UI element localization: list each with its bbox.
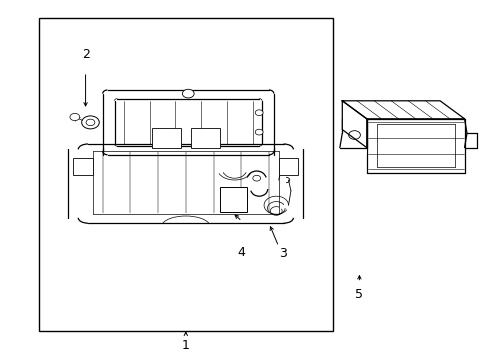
Circle shape xyxy=(348,131,360,139)
Polygon shape xyxy=(342,101,366,148)
Circle shape xyxy=(255,110,263,116)
Circle shape xyxy=(70,113,80,121)
Circle shape xyxy=(252,175,260,181)
Circle shape xyxy=(182,89,194,98)
Polygon shape xyxy=(342,101,464,119)
Bar xyxy=(190,128,220,148)
Circle shape xyxy=(255,129,263,135)
Bar xyxy=(220,187,246,212)
Circle shape xyxy=(86,119,95,126)
Polygon shape xyxy=(342,119,366,158)
Text: 1: 1 xyxy=(182,339,189,352)
Text: 2: 2 xyxy=(81,48,89,61)
Circle shape xyxy=(81,116,99,129)
Bar xyxy=(73,158,93,175)
Text: 4: 4 xyxy=(237,246,244,258)
Polygon shape xyxy=(366,119,464,173)
Bar xyxy=(278,158,298,175)
Text: 3: 3 xyxy=(278,247,286,260)
Bar xyxy=(39,18,332,331)
Bar xyxy=(151,128,181,148)
Text: 5: 5 xyxy=(355,288,363,301)
